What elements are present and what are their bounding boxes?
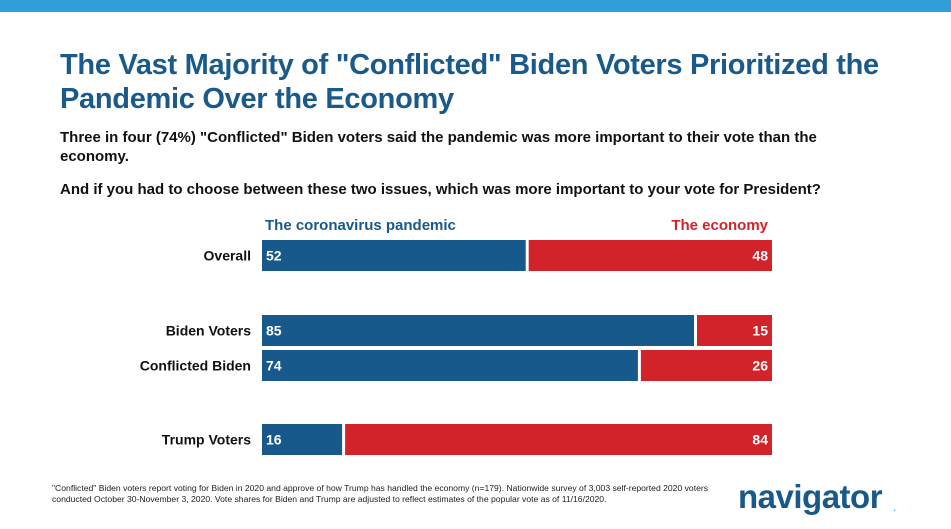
value-label-economy: 84	[752, 432, 768, 448]
value-label-pandemic: 74	[266, 358, 282, 374]
bar-pandemic	[262, 240, 526, 271]
legend-economy: The economy	[671, 217, 768, 234]
value-label-pandemic: 16	[266, 432, 282, 448]
bar-economy	[345, 424, 772, 455]
legend-pandemic: The coronavirus pandemic	[265, 217, 456, 234]
value-label-economy: 26	[752, 358, 768, 374]
bar-economy	[528, 240, 772, 271]
category-label: Trump Voters	[162, 432, 251, 448]
navigator-logo-dot: .	[893, 500, 897, 514]
value-label-economy: 48	[752, 248, 768, 264]
bar-economy	[640, 350, 772, 381]
value-label-pandemic: 85	[266, 323, 282, 339]
survey-question: And if you had to choose between these t…	[60, 181, 821, 198]
footnote: "Conflicted" Biden voters report voting …	[52, 483, 709, 504]
bar-pandemic	[262, 315, 694, 346]
navigator-logo: navigator	[738, 478, 883, 515]
category-label: Overall	[204, 248, 251, 264]
bar-economy	[697, 315, 772, 346]
page-title: The Vast Majority of "Conflicted" Biden …	[60, 49, 879, 115]
bar-pandemic	[262, 350, 638, 381]
value-label-pandemic: 52	[266, 248, 282, 264]
bar-pandemic	[262, 424, 343, 455]
category-label: Biden Voters	[166, 323, 252, 339]
subtitle: Three in four (74%) "Conflicted" Biden v…	[60, 129, 817, 165]
value-label-economy: 15	[752, 323, 768, 339]
category-label: Conflicted Biden	[140, 358, 251, 374]
top-accent-bar	[0, 0, 951, 12]
